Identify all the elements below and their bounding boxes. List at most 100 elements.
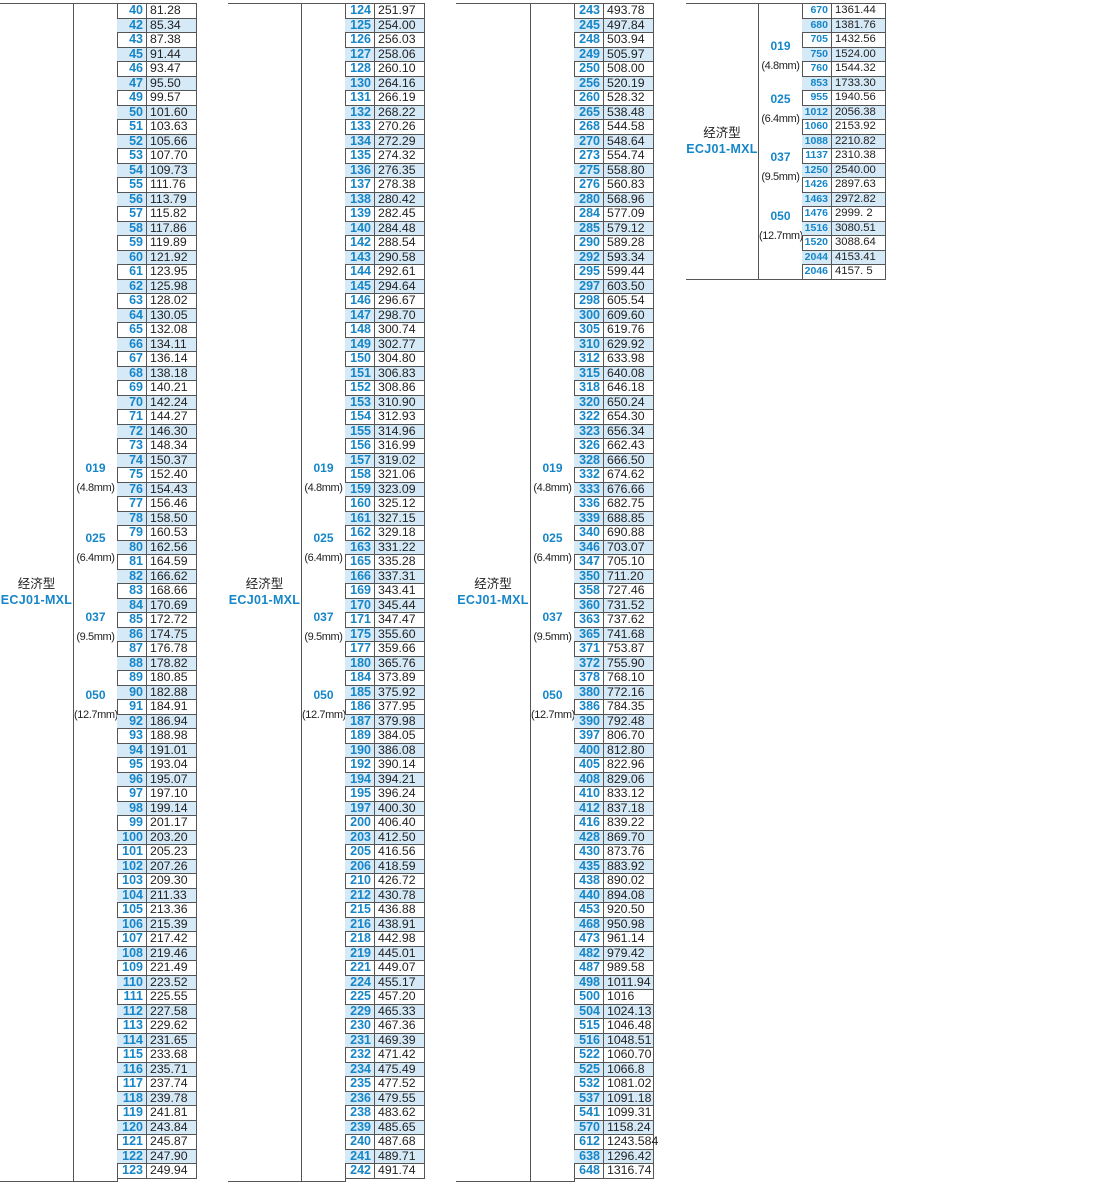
belt-length-value: 152.40 <box>147 467 197 482</box>
table-row: 412 837.18 <box>574 801 654 816</box>
belt-tooth-count: 265 <box>574 105 604 119</box>
belt-tooth-count: 380 <box>574 685 604 699</box>
belt-length-value: 479.55 <box>375 1091 425 1105</box>
table-row: 53 107.70 <box>117 148 197 164</box>
belt-tooth-count: 165 <box>345 554 375 569</box>
belt-length-value: 609.60 <box>604 308 654 322</box>
belt-length-value: 483.62 <box>375 1105 425 1120</box>
belt-tooth-count: 320 <box>574 395 604 409</box>
belt-tooth-count: 428 <box>574 830 604 844</box>
table-row: 243 493.78 <box>574 3 654 19</box>
belt-tooth-count: 158 <box>345 467 375 482</box>
belt-length-value: 2897.63 <box>832 178 886 192</box>
table-row: 250 508.00 <box>574 61 654 77</box>
table-row: 73 148.34 <box>117 438 197 454</box>
belt-tooth-count: 412 <box>574 801 604 815</box>
table-row: 760 1544.32 <box>802 62 886 77</box>
belt-length-value: 755.90 <box>604 656 654 670</box>
belt-tooth-count: 84 <box>117 598 147 612</box>
table-row: 230 467.36 <box>345 1018 425 1034</box>
table-row: 51 103.63 <box>117 119 197 135</box>
table-row: 297 603.50 <box>574 279 654 294</box>
width-code: 019 <box>770 39 791 53</box>
belt-length-value: 258.06 <box>375 47 425 61</box>
belt-tooth-count: 81 <box>117 554 147 569</box>
belt-tooth-count: 133 <box>345 119 375 134</box>
belt-length-value: 467.36 <box>375 1018 425 1033</box>
belt-tooth-count: 525 <box>574 1062 604 1076</box>
belt-tooth-count: 541 <box>574 1105 604 1120</box>
table-row: 86 174.75 <box>117 627 197 642</box>
belt-length-value: 1016 <box>604 989 654 1004</box>
belt-length-value: 280.42 <box>375 192 425 206</box>
belt-tooth-count: 118 <box>117 1091 147 1105</box>
belt-tooth-count: 160 <box>345 496 375 511</box>
belt-tooth-count: 148 <box>345 322 375 337</box>
width-mm: (9.5mm) <box>304 631 343 643</box>
belt-tooth-count: 154 <box>345 409 375 424</box>
belt-length-value: 558.80 <box>604 163 654 177</box>
table-row: 487 989.58 <box>574 960 654 976</box>
belt-tooth-count: 235 <box>345 1076 375 1091</box>
belt-tooth-count: 126 <box>345 32 375 47</box>
belt-tooth-count: 43 <box>117 32 147 47</box>
belt-tooth-count: 47 <box>117 76 147 90</box>
belt-length-value: 304.80 <box>375 351 425 366</box>
table-row: 124 251.97 <box>345 3 425 19</box>
belt-length-value: 505.97 <box>604 47 654 61</box>
belt-length-value: 839.22 <box>604 815 654 830</box>
belt-tooth-count: 371 <box>574 641 604 656</box>
belt-length-value: 272.29 <box>375 134 425 148</box>
belt-tooth-count: 245 <box>574 18 604 32</box>
table-row: 295 599.44 <box>574 264 654 280</box>
table-row: 705 1432.56 <box>802 33 886 48</box>
table-row: 428 869.70 <box>574 830 654 845</box>
table-row: 57 115.82 <box>117 206 197 222</box>
belt-length-value: 270.26 <box>375 119 425 134</box>
table-row: 102 207.26 <box>117 859 197 874</box>
width-mm: (4.8mm) <box>76 482 115 494</box>
belt-length-value: 365.76 <box>375 656 425 670</box>
belt-tooth-count: 318 <box>574 380 604 395</box>
belt-length-value: 731.52 <box>604 598 654 612</box>
belt-tooth-count: 136 <box>345 163 375 177</box>
table-row: 52 105.66 <box>117 134 197 149</box>
belt-tooth-count: 239 <box>345 1120 375 1134</box>
table-row: 371 753.87 <box>574 641 654 657</box>
table-row: 149 302.77 <box>345 337 425 352</box>
table-row: 101 205.23 <box>117 844 197 860</box>
belt-tooth-count: 537 <box>574 1091 604 1105</box>
belt-tooth-count: 42 <box>117 18 147 32</box>
width-code: 037 <box>542 610 563 624</box>
belt-length-value: 87.38 <box>147 32 197 47</box>
belt-length-value: 666.50 <box>604 453 654 467</box>
belt-length-value: 347.47 <box>375 612 425 627</box>
table-row: 105 213.36 <box>117 902 197 918</box>
table-row: 100 203.20 <box>117 830 197 845</box>
belt-tooth-count: 1476 <box>802 207 832 221</box>
belt-tooth-count: 365 <box>574 627 604 641</box>
belt-length-value: 727.46 <box>604 583 654 598</box>
table-row: 498 1011.94 <box>574 975 654 990</box>
belt-width-cell: 019 (4.8mm) 025 (6.4mm) 037 (9.5mm) 050 (12.… <box>531 3 575 1182</box>
table-row: 468 950.98 <box>574 917 654 932</box>
table-row: 157 319.02 <box>345 453 425 468</box>
belt-length-value: 162.56 <box>147 540 197 554</box>
table-row: 332 674.62 <box>574 467 654 483</box>
belt-tooth-count: 243 <box>574 3 604 18</box>
belt-length-value: 920.50 <box>604 902 654 917</box>
belt-tooth-count: 1516 <box>802 221 832 235</box>
belt-tooth-count: 297 <box>574 279 604 293</box>
belt-tooth-count: 280 <box>574 192 604 206</box>
belt-tooth-count: 175 <box>345 627 375 641</box>
width-code: 037 <box>313 610 334 624</box>
belt-tooth-count: 147 <box>345 308 375 322</box>
belt-tooth-count: 1250 <box>802 163 832 177</box>
table-row: 186 377.95 <box>345 699 425 715</box>
table-row: 405 822.96 <box>574 757 654 773</box>
belt-length-value: 241.81 <box>147 1105 197 1120</box>
belt-tooth-count: 853 <box>802 76 832 90</box>
belt-tooth-count: 103 <box>117 873 147 888</box>
belt-length-value: 329.18 <box>375 525 425 540</box>
belt-length-table: 40 81.28 42 85.34 43 87.38 45 91.44 46 93.47 47 95.… <box>117 3 197 1179</box>
